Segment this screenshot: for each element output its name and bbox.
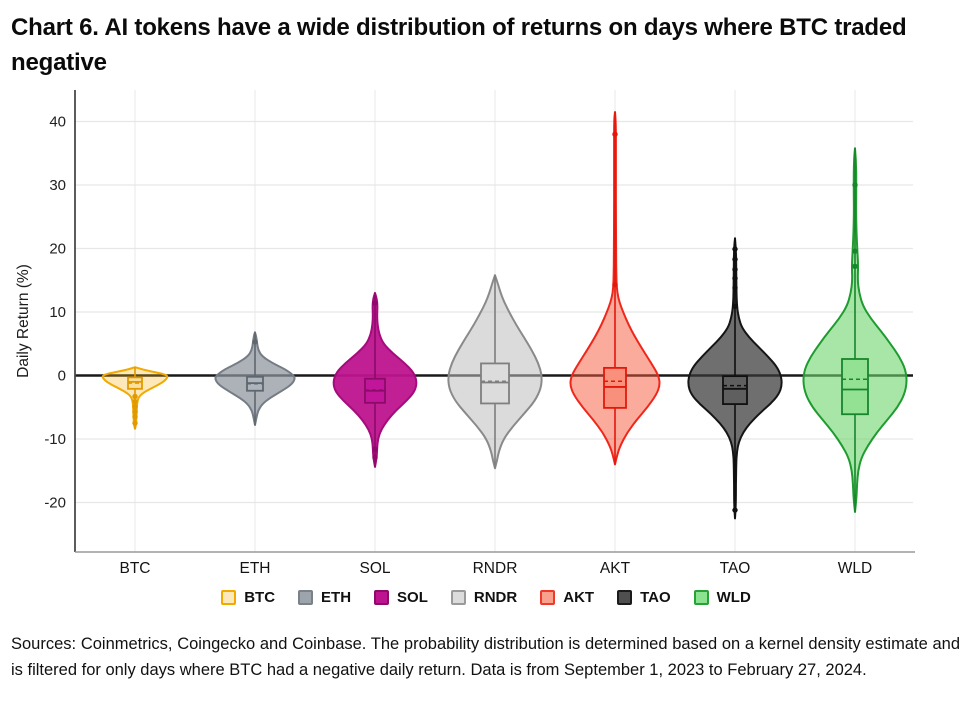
legend-swatch-icon: [298, 590, 314, 605]
legend-swatch-icon: [693, 590, 709, 605]
x-category-label: WLD: [838, 560, 872, 577]
violin-wld: [802, 147, 908, 513]
box-plot: [722, 375, 748, 405]
y-tick-label: -20: [44, 495, 66, 512]
x-category-label: SOL: [359, 560, 390, 577]
data-point: [732, 303, 738, 309]
x-category-label: TAO: [720, 560, 751, 577]
legend-swatch-icon: [374, 590, 390, 605]
data-point: [612, 281, 618, 288]
legend-label: WLD: [716, 589, 751, 606]
legend-item-wld: WLD: [693, 589, 751, 606]
violin-eth: [214, 331, 296, 426]
legend-swatch-icon: [617, 590, 633, 605]
legend-swatch-icon: [540, 590, 556, 605]
legend-item-akt: AKT: [540, 589, 594, 606]
violin-btc: [101, 366, 169, 430]
data-point: [732, 285, 738, 291]
box-plot: [841, 358, 869, 416]
data-point: [372, 454, 378, 461]
legend-label: AKT: [563, 589, 595, 606]
chart-legend: BTC ETH SOL RNDR AKT TAO WLD: [0, 589, 972, 606]
data-point: [852, 182, 858, 188]
violin-chart-svg: 40 30 20 10 0 -10 -20 Daily Return (%) BTC ETH SOL…: [15, 90, 915, 577]
data-point: [372, 446, 378, 452]
y-tick-label: 0: [58, 368, 66, 385]
violin-tao: [687, 237, 783, 520]
legend-item-btc: BTC: [221, 589, 275, 606]
legend-item-eth: ETH: [298, 589, 351, 606]
x-category-label: ETH: [240, 560, 271, 577]
data-point: [132, 408, 138, 415]
data-point: [852, 248, 858, 254]
violin-rndr: [447, 274, 543, 470]
chart-title: Chart 6. AI tokens have a wide distribut…: [11, 14, 907, 76]
legend-label: ETH: [321, 589, 352, 606]
data-point: [132, 403, 138, 410]
data-point: [732, 507, 738, 513]
y-tick-label: 40: [49, 114, 66, 131]
violin-sol: [332, 291, 418, 468]
y-tick-label: 30: [49, 177, 66, 194]
x-category-label: AKT: [600, 560, 631, 577]
source-note: Sources: Coinmetrics, Coingecko and Coin…: [11, 635, 960, 679]
data-point: [252, 339, 258, 345]
data-point: [732, 275, 738, 282]
data-point: [372, 300, 378, 306]
data-point: [612, 131, 618, 137]
x-category-label: BTC: [120, 560, 151, 577]
y-tick-label: 20: [49, 241, 66, 258]
data-point: [132, 420, 138, 426]
legend-item-sol: SOL: [374, 589, 428, 606]
y-tick-label: 10: [49, 304, 66, 321]
legend-item-rndr: RNDR: [450, 589, 518, 606]
box-plot: [603, 366, 627, 409]
legend-swatch-icon: [221, 590, 237, 605]
data-point: [132, 398, 138, 405]
legend-label: BTC: [244, 589, 276, 606]
data-point: [732, 256, 738, 262]
data-point: [732, 266, 738, 273]
legend-item-tao: TAO: [617, 589, 671, 606]
data-point: [852, 263, 858, 269]
box-plot: [480, 362, 510, 405]
violin-akt: [569, 111, 661, 466]
data-point: [132, 414, 138, 420]
data-point: [732, 246, 738, 252]
legend-swatch-icon: [450, 590, 466, 605]
y-axis-title: Daily Return (%): [15, 264, 32, 378]
legend-label: SOL: [397, 589, 428, 606]
data-point: [132, 393, 138, 400]
x-category-label: RNDR: [473, 560, 518, 577]
legend-label: TAO: [640, 589, 671, 606]
y-tick-label: -10: [44, 431, 66, 448]
legend-label: RNDR: [473, 589, 518, 606]
